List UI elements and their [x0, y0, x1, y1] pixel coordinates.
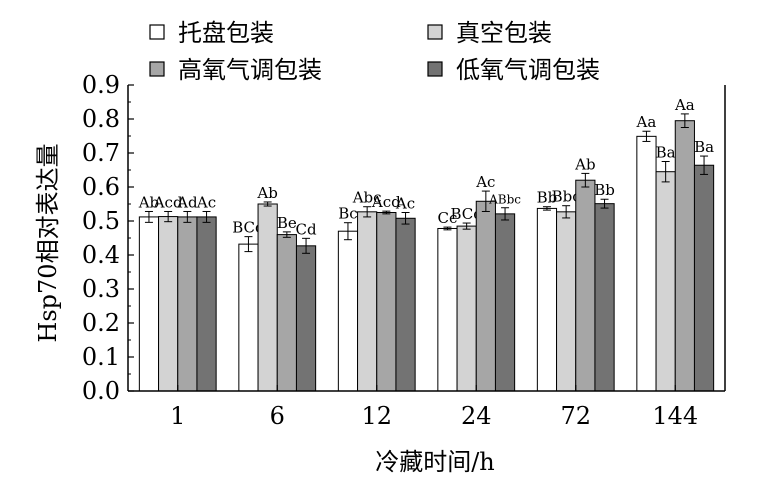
bar	[456, 225, 477, 392]
bar	[594, 203, 615, 392]
y-axis: 0.0 0.1 0.2 0.3 0.4 0.5 0.6 0.7 0.8 0.9	[82, 71, 134, 405]
y-tick-label: 0.8	[82, 105, 120, 133]
legend-label: 托盘包装	[178, 19, 274, 47]
x-tick-label: 144	[652, 402, 698, 430]
significance-label: Acd	[371, 193, 401, 211]
significance-label: Be	[277, 214, 297, 232]
significance-label: Ad	[176, 193, 198, 211]
y-tick-label: 0.9	[82, 71, 120, 99]
bar	[575, 179, 596, 392]
bar	[494, 213, 516, 392]
bar	[636, 135, 657, 392]
legend-label: 低氧气调包装	[456, 56, 600, 84]
bar	[674, 120, 695, 392]
significance-label: Aa	[636, 113, 657, 131]
x-axis: 1 6 12 24 72 144	[170, 385, 698, 430]
y-tick-label: 0.0	[82, 377, 120, 405]
x-axis-title: 冷藏时间/h	[375, 448, 495, 476]
bar	[295, 245, 317, 392]
significance-label: Cc	[438, 209, 458, 227]
y-tick-label: 0.4	[82, 241, 120, 269]
significance-label: BCd	[232, 219, 265, 237]
significance-label: Bb	[537, 189, 558, 207]
significance-label: Ba	[656, 144, 676, 162]
y-tick-label: 0.7	[82, 139, 120, 167]
y-tick-label: 0.3	[82, 275, 120, 303]
y-tick-label: 0.6	[82, 173, 120, 201]
significance-label: Bc	[338, 205, 357, 223]
bar	[276, 234, 297, 392]
bar	[437, 227, 458, 392]
x-tick-label: 6	[270, 402, 285, 430]
plot-frame	[127, 85, 726, 392]
significance-label: Ab	[574, 155, 595, 173]
bar	[556, 211, 577, 392]
significance-label: BCd	[450, 205, 483, 223]
significance-label: Ac	[196, 193, 216, 211]
y-tick-label: 0.2	[82, 309, 120, 337]
significance-label: Ba	[694, 138, 714, 156]
significance-label: Ab	[138, 193, 159, 211]
bar	[693, 164, 715, 392]
bar	[395, 217, 416, 392]
bar	[475, 200, 496, 392]
y-tick-label: 0.1	[82, 343, 120, 371]
bar	[376, 212, 397, 392]
significance-label: Bb	[594, 181, 615, 199]
x-tick-label: 24	[461, 402, 492, 430]
legend-label: 真空包装	[456, 19, 552, 47]
bar	[196, 216, 217, 392]
y-tick-label: 0.5	[82, 207, 120, 235]
x-tick-label: 72	[560, 402, 591, 430]
legend-swatch	[149, 24, 165, 40]
legend-swatch	[149, 61, 165, 77]
significance-label: Ac	[475, 173, 495, 191]
significance-label: Acd	[153, 193, 183, 211]
significance-label: Ab	[256, 184, 277, 202]
bar	[655, 171, 676, 392]
legend-swatch	[427, 24, 443, 40]
bar	[238, 243, 259, 392]
bar	[257, 203, 278, 392]
legend-label: 高氧气调包装	[178, 56, 322, 84]
bar	[357, 211, 378, 392]
bar	[138, 216, 160, 392]
x-tick-label: 12	[361, 402, 392, 430]
x-tick-label: 1	[170, 402, 185, 430]
significance-label: ABbc	[488, 193, 521, 207]
bar	[177, 216, 198, 392]
significance-label: Abc	[352, 189, 382, 207]
bar	[337, 230, 359, 392]
y-axis-title: Hsp70相对表达量	[34, 143, 62, 342]
significance-label: Aa	[674, 96, 695, 114]
significance-label: Cd	[296, 220, 317, 238]
bar	[536, 207, 558, 392]
bar	[158, 216, 179, 392]
significance-label: Ac	[395, 195, 415, 213]
legend-swatch	[427, 61, 443, 77]
significance-label: Bbc	[552, 188, 581, 206]
